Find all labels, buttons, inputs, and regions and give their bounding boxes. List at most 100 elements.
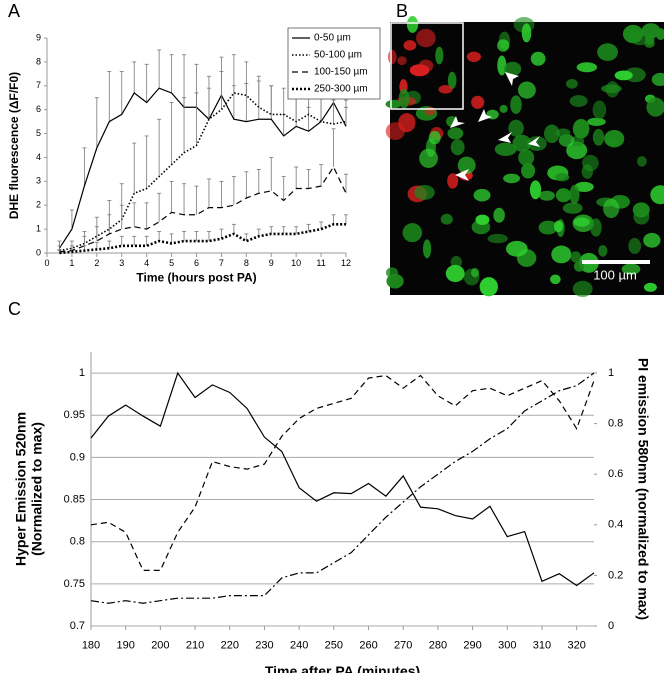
cell: [521, 163, 536, 179]
y-tick-label: 0.75: [64, 578, 85, 590]
cell: [503, 173, 521, 184]
legend-label: 250-300 µm: [314, 84, 368, 95]
cell: [385, 99, 402, 109]
y-tick-label: 1: [79, 367, 85, 379]
cell: [550, 274, 561, 285]
y2-tick-label: 0.6: [608, 468, 623, 480]
y-tick-label: 0.7: [70, 620, 85, 632]
scale-bar-label: 100 µm: [593, 267, 637, 282]
panel-label: A: [8, 1, 20, 21]
x-tick-label: 8: [244, 258, 249, 268]
x-tick-label: 10: [291, 258, 301, 268]
x-axis-title: Time after PA (minutes): [265, 663, 420, 673]
inset-box: [390, 22, 464, 110]
cell: [406, 15, 419, 33]
cell: [582, 154, 599, 172]
cell: [447, 173, 459, 189]
cell: [555, 173, 570, 182]
x-tick-label: 12: [341, 258, 351, 268]
y-tick-label: 4: [36, 152, 41, 162]
cell: [538, 220, 558, 235]
y-tick-label: 8: [36, 56, 41, 66]
cell: [475, 214, 490, 225]
cell: [387, 49, 397, 65]
x-tick-label: 210: [186, 640, 204, 652]
cell: [566, 141, 588, 160]
x-tick-label: 240: [290, 640, 308, 652]
x-tick-label: 230: [255, 640, 273, 652]
legend-box: [287, 27, 381, 100]
legend-label: 100-150 µm: [314, 67, 368, 78]
series-line: [59, 92, 347, 252]
cell: [447, 71, 457, 90]
cell: [487, 233, 508, 244]
y-tick-label: 0.85: [64, 493, 85, 505]
cell: [592, 128, 605, 146]
cell: [518, 149, 535, 166]
x-tick-label: 0: [44, 258, 49, 268]
y-tick-label: 0.9: [70, 451, 85, 463]
y-tick-label: 2: [36, 200, 41, 210]
y2-tick-label: 0.2: [608, 569, 623, 581]
cell: [386, 273, 404, 289]
series-line: [59, 165, 347, 253]
series-line: [90, 374, 595, 571]
cell: [438, 85, 453, 94]
x-tick-label: 300: [498, 640, 516, 652]
cell: [555, 188, 572, 203]
cell: [562, 202, 583, 214]
y-axis-title: Hyper Emission 520nm(Normalized to max): [12, 412, 44, 566]
cell: [447, 127, 464, 140]
x-tick-label: 6: [194, 258, 199, 268]
panel-label: C: [8, 299, 21, 319]
cell: [409, 64, 430, 77]
cell: [403, 40, 417, 51]
cell: [614, 70, 633, 81]
cell: [538, 190, 555, 201]
cell: [471, 267, 480, 278]
cell: [643, 232, 661, 248]
x-tick-label: 190: [117, 640, 135, 652]
cell: [435, 46, 444, 65]
legend-label: 50-100 µm: [314, 50, 362, 61]
cell: [503, 61, 522, 76]
cell: [508, 119, 524, 137]
x-tick-label: 3: [119, 258, 124, 268]
x-tick-label: 280: [429, 640, 447, 652]
cell: [450, 139, 465, 156]
series-line: [90, 371, 595, 587]
x-tick-label: 11: [316, 258, 325, 268]
cell: [630, 32, 649, 46]
y2-tick-label: 0.8: [608, 418, 623, 430]
cell: [601, 84, 622, 93]
cell: [551, 245, 572, 264]
x-tick-label: 180: [82, 640, 100, 652]
series-line: [90, 372, 595, 604]
cell: [445, 264, 465, 283]
cell: [424, 106, 436, 116]
cell: [479, 277, 498, 297]
cell: [573, 217, 590, 227]
series-line: [58, 87, 347, 249]
x-tick-label: 310: [533, 640, 551, 652]
cell: [428, 131, 441, 145]
cell: [397, 56, 407, 66]
series-line: [59, 223, 346, 255]
legend-label: 0-50 µm: [314, 33, 351, 44]
cell: [598, 245, 608, 257]
cell: [637, 156, 647, 167]
cell: [440, 213, 453, 225]
x-tick-label: 4: [144, 258, 149, 268]
y2-tick-label: 0: [608, 620, 614, 632]
cell: [621, 263, 641, 275]
cell: [655, 28, 664, 40]
cell: [650, 185, 664, 205]
cell: [398, 88, 410, 109]
cell: [572, 280, 593, 297]
cell: [570, 251, 582, 263]
cell: [553, 220, 564, 233]
cell: [569, 95, 588, 108]
y-tick-label: 9: [36, 32, 41, 42]
x-tick-label: 9: [269, 258, 274, 268]
